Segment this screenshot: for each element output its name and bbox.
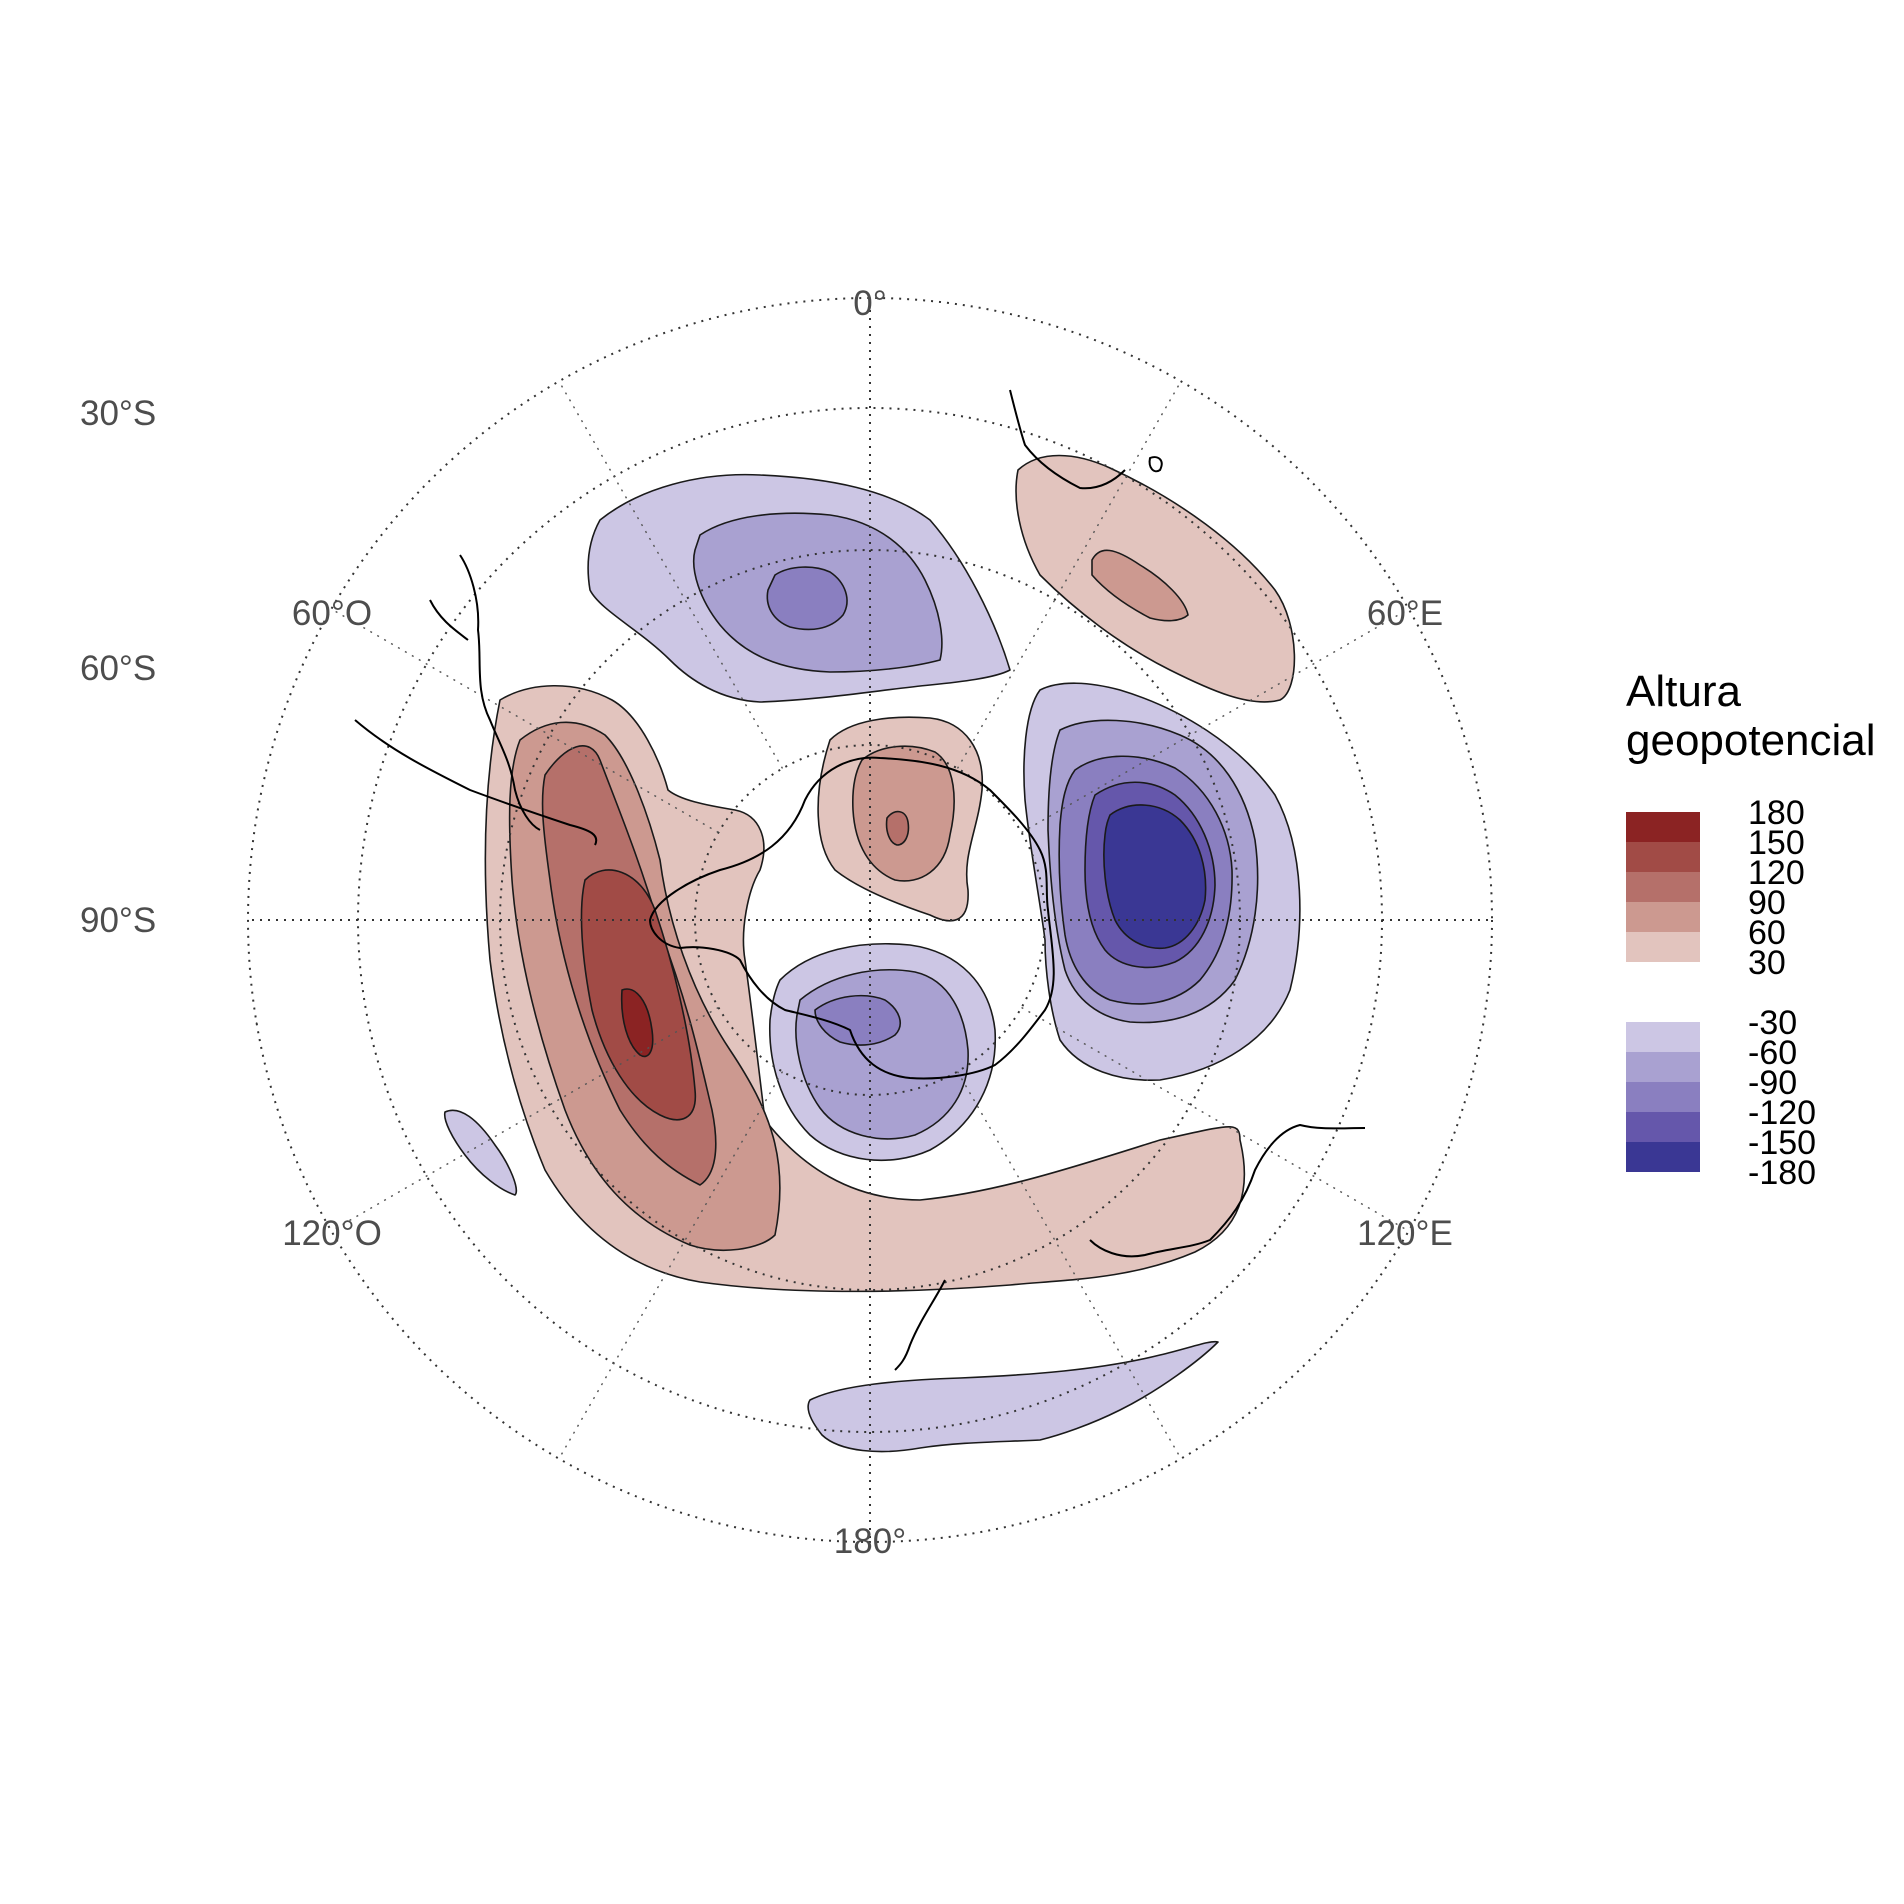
legend-label--30: -30	[1748, 1004, 1797, 1042]
lon-label-60e: 60°E	[1367, 594, 1443, 633]
coast-south-america	[429, 554, 541, 831]
neg-patch-west	[443, 1109, 517, 1196]
pos-west-150	[620, 988, 654, 1058]
neg-e-150	[1103, 804, 1207, 950]
legend-swatch-150	[1626, 842, 1700, 872]
legend-label--150: -150	[1748, 1124, 1816, 1162]
lon-label-0: 0°	[853, 284, 886, 323]
legend-label--120: -120	[1748, 1094, 1816, 1132]
lat-label-60s: 60°S	[80, 649, 156, 688]
legend-swatch--150	[1626, 1142, 1700, 1172]
legend-swatch--120	[1626, 1112, 1700, 1142]
legend-title-line2: geopotencial	[1626, 716, 1876, 765]
latitude-circle-75s	[694, 744, 1046, 1096]
legend-swatch-120	[1626, 872, 1700, 902]
negative-anomaly-south	[768, 942, 997, 1162]
coast-africa	[1009, 389, 1126, 490]
positive-anomaly-pole	[817, 716, 984, 922]
axis-labels: 30°S 60°S 90°S 0° 60°E 120°E 180° 120°O …	[80, 284, 1453, 1561]
lon-label-180: 180°	[834, 1522, 906, 1561]
graticule	[247, 297, 1493, 1543]
legend-label-60: 60	[1748, 914, 1786, 952]
contour-fields	[443, 454, 1301, 1453]
lon-label-120o: 120°O	[282, 1214, 382, 1253]
meridian-lines	[248, 298, 1492, 1542]
neg-n-90	[766, 566, 848, 631]
legend-swatch--90	[1626, 1082, 1700, 1112]
coast-new-zealand	[894, 1279, 946, 1371]
legend-label-30: 30	[1748, 944, 1786, 982]
negative-anomaly-north	[587, 473, 1011, 703]
legend-swatch-180	[1626, 812, 1700, 842]
legend-label--60: -60	[1748, 1034, 1797, 1072]
coastlines	[354, 389, 1366, 1371]
coast-antarctic-peninsula	[354, 719, 598, 846]
coast-madagascar	[1148, 456, 1163, 473]
lon-label-120e: 120°E	[1357, 1214, 1453, 1253]
legend-negative-group: -30-60-90-120-150-180	[1626, 1004, 1816, 1192]
neg-patch-south	[807, 1340, 1219, 1453]
legend-label--90: -90	[1748, 1064, 1797, 1102]
legend-title-line1: Altura	[1626, 667, 1741, 716]
legend-swatch-90	[1626, 902, 1700, 932]
lon-label-60o: 60°O	[292, 594, 372, 633]
positive-anomaly-northeast	[1015, 454, 1296, 703]
latitude-circle-30s	[247, 297, 1493, 1543]
pos-pole-90	[885, 810, 910, 846]
pos-ne-60	[1091, 549, 1189, 622]
legend-label-90: 90	[1748, 884, 1786, 922]
legend-swatch--60	[1626, 1052, 1700, 1082]
legend-label-150: 150	[1748, 824, 1805, 862]
legend-swatch-60	[1626, 932, 1700, 962]
lat-label-90s: 90°S	[80, 901, 156, 940]
negative-anomaly-east	[1023, 682, 1301, 1081]
legend-swatch--30	[1626, 1022, 1700, 1052]
legend-label--180: -180	[1748, 1154, 1816, 1192]
legend-label-120: 120	[1748, 854, 1805, 892]
legend-label-180: 180	[1748, 794, 1805, 832]
coast-antarctica	[649, 756, 1055, 1080]
coast-australia	[1089, 1124, 1366, 1258]
neg-s-90	[814, 994, 901, 1046]
positive-anomaly-west	[484, 684, 1246, 1293]
lat-label-30s: 30°S	[80, 394, 156, 433]
